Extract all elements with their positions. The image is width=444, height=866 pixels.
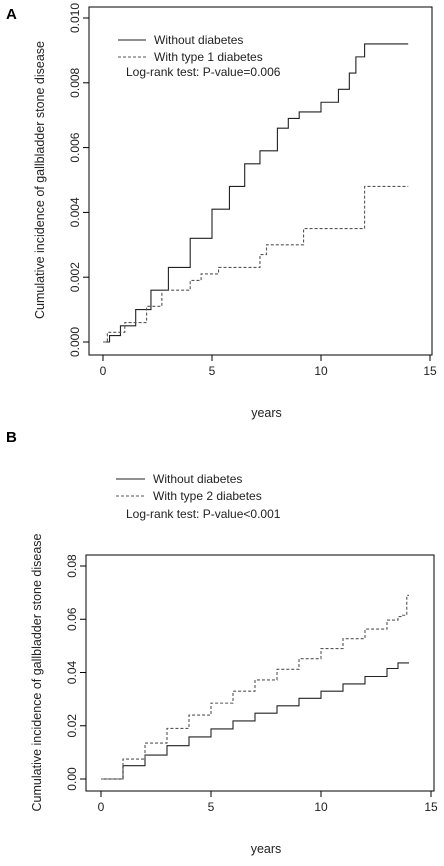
x-tick-label: 5 bbox=[209, 364, 216, 378]
x-tick-label: 15 bbox=[423, 364, 437, 378]
y-tick-label: 0.06 bbox=[65, 607, 79, 631]
y-tick-label: 0.008 bbox=[68, 67, 82, 97]
x-axis-title: years bbox=[251, 406, 282, 420]
y-tick-label: 0.002 bbox=[68, 262, 82, 292]
y-tick-label: 0.08 bbox=[65, 554, 79, 578]
legend-label: With type 2 diabetes bbox=[153, 489, 262, 503]
y-tick-label: 0.010 bbox=[68, 3, 82, 33]
series-line-dashed bbox=[101, 594, 409, 780]
legend-label: Without diabetes bbox=[153, 472, 242, 486]
x-tick-label: 10 bbox=[314, 800, 328, 814]
x-tick-label: 10 bbox=[314, 364, 328, 378]
y-tick-label: 0.004 bbox=[68, 197, 82, 227]
chart-panel-b: B 0 5 10 15 years 0.00 0.02 0.04 0.06 0.08 Cumulati… bbox=[6, 429, 438, 856]
x-tick-label: 0 bbox=[98, 800, 105, 814]
x-tick-label: 5 bbox=[208, 800, 215, 814]
plot-frame bbox=[85, 554, 435, 792]
chart-panel-a: A 0 5 10 15 years 0.000 0.002 0.004 0.006 0.008 0.0… bbox=[6, 3, 437, 420]
logrank-annotation: Log-rank test: P-value<0.001 bbox=[126, 507, 281, 521]
y-tick-label: 0.02 bbox=[65, 714, 79, 738]
y-tick-label: 0.006 bbox=[68, 132, 82, 162]
panel-label: B bbox=[6, 429, 17, 446]
logrank-annotation: Log-rank test: P-value=0.006 bbox=[126, 65, 281, 79]
legend-label: Without diabetes bbox=[154, 33, 243, 47]
x-tick-label: 0 bbox=[100, 364, 107, 378]
y-tick-label: 0.04 bbox=[65, 660, 79, 684]
series-line-solid bbox=[103, 43, 409, 343]
series-line-solid bbox=[101, 662, 409, 780]
y-tick-label: 0.000 bbox=[68, 327, 82, 357]
series-line-dashed bbox=[103, 185, 409, 343]
y-axis-title: Cumulative incidence of gallbladder ston… bbox=[30, 533, 44, 811]
x-axis-title: years bbox=[251, 842, 282, 856]
legend-label: With type 1 diabetes bbox=[154, 50, 263, 64]
y-tick-label: 0.00 bbox=[65, 767, 79, 791]
x-tick-label: 15 bbox=[424, 800, 438, 814]
y-axis-title: Cumulative incidence of gallbladder ston… bbox=[33, 41, 47, 319]
panel-label: A bbox=[6, 6, 17, 23]
